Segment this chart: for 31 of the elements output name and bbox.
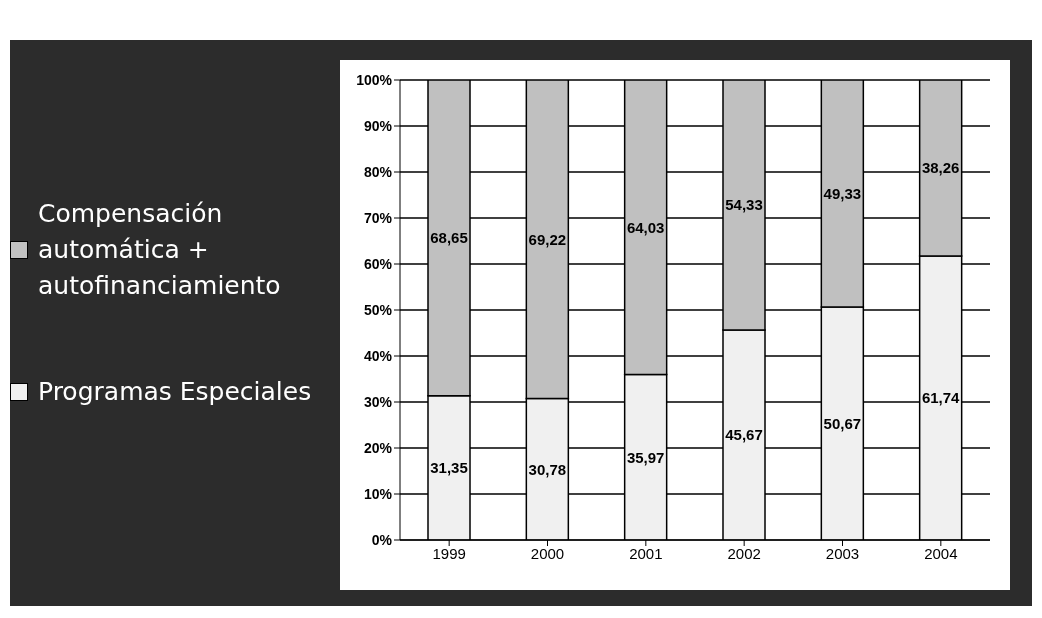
data-label: 68,65 (430, 229, 468, 247)
data-label: 38,26 (921, 159, 960, 177)
y-tick-label: 100% (356, 71, 393, 88)
data-label: 35,97 (626, 448, 665, 466)
data-label: 30,78 (528, 460, 567, 478)
data-label: 54,33 (725, 196, 763, 214)
y-tick-label: 70% (363, 209, 393, 226)
x-tick-label: 1999 (432, 544, 466, 562)
y-tick-label: 30% (363, 393, 393, 410)
x-tick-label: 2002 (727, 544, 761, 562)
y-tick-label: 40% (363, 347, 393, 364)
data-label: 64,03 (626, 218, 665, 236)
y-tick-label: 20% (363, 439, 393, 456)
y-tick-label: 50% (363, 301, 393, 318)
y-tick-label: 90% (363, 117, 393, 134)
legend-label: Compensación automática + autofinanciamiento (38, 198, 282, 302)
y-tick-label: 80% (363, 163, 393, 180)
x-tick-label: 2000 (530, 544, 565, 562)
data-label: 50,67 (823, 414, 862, 432)
legend-label: Programas Especiales (38, 376, 312, 408)
data-label: 45,67 (725, 426, 763, 444)
x-tick-label: 2004 (924, 544, 958, 562)
y-tick-label: 10% (363, 485, 393, 502)
x-tick-label: 2003 (825, 544, 860, 562)
data-label: 69,22 (528, 230, 567, 248)
y-tick-label: 60% (363, 255, 393, 272)
x-tick-label: 2001 (629, 544, 663, 562)
data-label: 61,74 (921, 389, 961, 407)
data-label: 49,33 (823, 184, 862, 202)
y-tick-label: 0% (371, 531, 393, 548)
data-label: 31,35 (430, 459, 468, 477)
